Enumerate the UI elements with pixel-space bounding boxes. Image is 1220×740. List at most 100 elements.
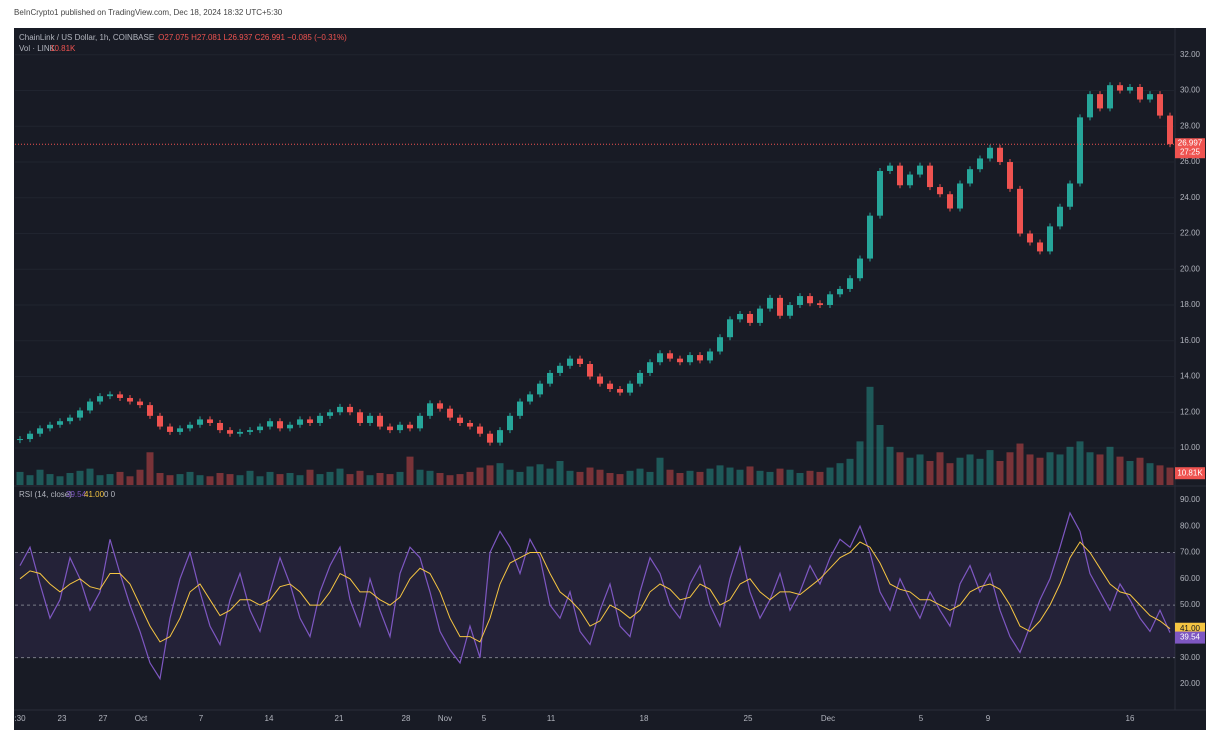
- volume-bar: [1156, 465, 1164, 485]
- volume-bar: [386, 474, 394, 485]
- candle-body: [847, 278, 853, 289]
- chart-title: ChainLink / US Dollar, 1h, COINBASE: [19, 33, 154, 42]
- candle-body: [1047, 226, 1053, 252]
- candle-body: [147, 405, 153, 416]
- x-tick-label: Dec: [821, 714, 835, 723]
- x-tick-label: 27: [99, 714, 108, 723]
- candle-body: [857, 258, 863, 279]
- y-tick-label: 28.00: [1180, 121, 1201, 130]
- y-tick-label: 20.00: [1180, 264, 1201, 273]
- rsi-tick-label: 80.00: [1180, 521, 1201, 530]
- candle-body: [1087, 94, 1093, 118]
- volume-bar: [1146, 463, 1154, 485]
- volume-bar: [586, 467, 594, 485]
- volume-bar: [856, 441, 864, 485]
- volume-bar: [686, 470, 694, 485]
- rsi-tick-label: 20.00: [1180, 679, 1201, 688]
- candle-body: [927, 165, 933, 188]
- candle-body: [127, 397, 133, 402]
- candle-body: [877, 170, 883, 216]
- candle-body: [77, 410, 83, 418]
- candle-body: [617, 389, 623, 393]
- candle-body: [947, 194, 953, 209]
- x-tick-label: 23: [58, 714, 67, 723]
- volume-bar: [206, 476, 214, 485]
- candle-body: [1067, 183, 1073, 207]
- candle-body: [277, 421, 283, 429]
- candle-body: [897, 165, 903, 186]
- candle-body: [167, 426, 173, 432]
- candle-body: [297, 419, 303, 425]
- candle-body: [647, 362, 653, 373]
- candle-body: [227, 430, 233, 434]
- volume-bar: [966, 454, 974, 485]
- candle-body: [1117, 85, 1123, 91]
- x-tick-label: 16: [1126, 714, 1135, 723]
- volume-bar: [656, 457, 664, 485]
- volume-bar: [986, 450, 994, 485]
- volume-bar: [766, 471, 774, 485]
- candle-body: [1097, 94, 1103, 109]
- candle-body: [107, 394, 113, 397]
- volume-bar: [366, 475, 374, 485]
- candle-body: [497, 430, 503, 443]
- volume-bar: [696, 471, 704, 485]
- volume-bar: [1016, 443, 1024, 485]
- candle-body: [507, 415, 513, 431]
- volume-bar: [886, 446, 894, 485]
- volume-bar: [576, 471, 584, 485]
- x-tick-label: 25: [744, 714, 753, 723]
- volume-bar: [876, 425, 884, 485]
- volume-bar: [256, 476, 264, 485]
- candle-body: [207, 419, 213, 423]
- candle-body: [327, 412, 333, 416]
- rsi-axis-label: 39.54: [1180, 633, 1201, 642]
- volume-bar: [266, 471, 274, 485]
- volume-last-label: 10.81K: [1177, 468, 1203, 477]
- candle-body: [37, 428, 43, 434]
- volume-bar: [496, 463, 504, 485]
- candle-body: [197, 419, 203, 425]
- volume-bar: [566, 470, 574, 485]
- x-tick-label: 7: [199, 714, 204, 723]
- volume-bar: [516, 471, 524, 485]
- candle-body: [87, 401, 93, 411]
- volume-bar: [866, 386, 874, 485]
- candle-body: [797, 296, 803, 306]
- candle-body: [807, 296, 813, 304]
- volume-bar: [616, 474, 624, 485]
- candle-body: [217, 422, 223, 431]
- volume-bar: [296, 475, 304, 485]
- rsi-tick-label: 70.00: [1180, 548, 1201, 557]
- candle-body: [547, 372, 553, 384]
- volume-bar: [736, 469, 744, 485]
- candle-body: [1127, 86, 1133, 91]
- candle-body: [777, 297, 783, 316]
- y-tick-label: 32.00: [1180, 50, 1201, 59]
- volume-bar: [1076, 441, 1084, 485]
- candle-body: [1057, 206, 1063, 227]
- candle-body: [867, 215, 873, 259]
- x-tick-label: 18: [640, 714, 649, 723]
- candle-body: [267, 421, 273, 427]
- candle-body: [957, 183, 963, 209]
- x-tick-label: 28: [402, 714, 411, 723]
- volume-bar: [1046, 452, 1054, 485]
- candle-body: [607, 383, 613, 390]
- volume-bar: [776, 468, 784, 485]
- volume-bar: [276, 474, 284, 485]
- last-price-label: 26.997: [1178, 138, 1203, 147]
- volume-bar: [706, 468, 714, 485]
- candle-body: [317, 415, 323, 423]
- countdown-label: 27:25: [1180, 147, 1201, 156]
- candle-body: [727, 319, 733, 338]
- volume-bar: [996, 461, 1004, 485]
- volume-bar: [956, 457, 964, 485]
- volume-bar: [806, 470, 814, 485]
- volume-bar: [526, 466, 534, 485]
- candle-body: [737, 313, 743, 320]
- volume-bar: [796, 473, 804, 485]
- candle-body: [1137, 86, 1143, 100]
- candle-body: [787, 305, 793, 316]
